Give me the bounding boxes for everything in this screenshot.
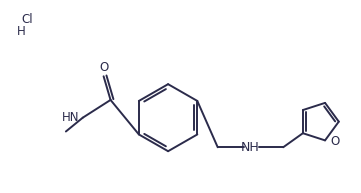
Text: HN: HN — [62, 111, 80, 124]
Text: NH: NH — [241, 141, 260, 154]
Text: O: O — [99, 61, 108, 74]
Text: H: H — [17, 25, 26, 38]
Text: O: O — [330, 135, 339, 148]
Text: Cl: Cl — [21, 13, 33, 26]
